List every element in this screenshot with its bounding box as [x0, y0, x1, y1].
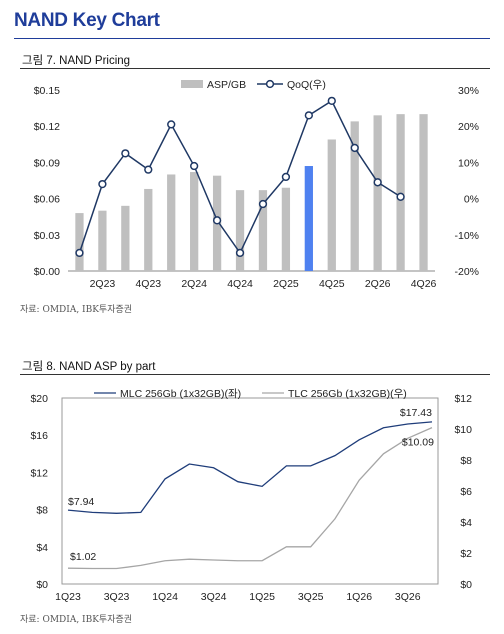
tlc-line: [67, 427, 433, 570]
qoq-point: [75, 248, 84, 258]
qoq-point: [258, 199, 268, 209]
right-axis-tick-label: $6: [460, 486, 472, 498]
qoq-point: [144, 165, 153, 174]
left-axis-tick-label: $0: [36, 579, 48, 591]
left-axis-tick-label: $20: [30, 393, 48, 405]
right-axis-tick-label: $2: [460, 548, 472, 560]
figure-8-source: 자료: OMDIA, IBK투자증권: [20, 615, 133, 625]
qoq-point: [373, 178, 382, 187]
x-tick-label: 3Q23: [104, 591, 130, 603]
right-axis-tick-label: $4: [460, 517, 472, 529]
left-axis-tick-label: $0.03: [34, 230, 60, 242]
asp-bar: [190, 172, 199, 271]
x-tick-label: 2Q25: [273, 278, 299, 290]
left-axis-tick-label: $0.12: [34, 121, 60, 133]
legend-tlc-label: TLC 256Gb (1x32GB)(우): [288, 388, 407, 400]
qoq-point: [121, 149, 130, 158]
asp-bar: [98, 210, 107, 271]
left-axis-tick-label: $0.00: [34, 266, 60, 278]
right-axis-tick-label: 10%: [458, 157, 479, 169]
legend-asp-label: ASP/GB: [207, 79, 246, 91]
x-tick-label: 1Q26: [346, 591, 372, 603]
left-axis-tick-label: $16: [30, 430, 48, 442]
page-title: NAND Key Chart: [14, 10, 160, 31]
mlc-last-data-label: $17.43: [400, 407, 432, 419]
legend-qoq-marker: [265, 79, 275, 89]
title-divider: [14, 38, 490, 39]
asp-bar: [350, 121, 359, 271]
qoq-point: [327, 96, 336, 106]
right-axis-tick-label: 30%: [458, 85, 479, 97]
figure-7-source: 자료: OMDIA, IBK투자증권: [20, 305, 133, 315]
qoq-point: [396, 192, 405, 201]
x-tick-label: 2Q23: [90, 278, 116, 290]
right-axis-tick-label: $8: [460, 455, 472, 467]
left-axis-tick-label: $0.09: [34, 157, 60, 169]
left-axis-tick-label: $12: [30, 467, 48, 479]
mlc-line: [67, 421, 433, 514]
x-tick-label: 4Q26: [411, 278, 437, 290]
asp-bar: [373, 115, 382, 271]
right-axis-tick-label: $0: [460, 579, 472, 591]
legend-asp-swatch: [181, 80, 203, 88]
x-tick-label: 4Q25: [319, 278, 345, 290]
qoq-point: [212, 216, 222, 225]
x-tick-label: 1Q23: [55, 591, 81, 603]
x-tick-label: 3Q26: [395, 591, 421, 603]
tlc-first-data-label: $1.02: [70, 551, 96, 563]
x-tick-label: 4Q23: [135, 278, 161, 290]
right-axis-tick-label: $10: [454, 424, 472, 436]
nand-pricing-chart: $0.00 $0.03 $0.06 $0.09 $0.12 $0.15 -20% -10% 0%…: [34, 79, 479, 290]
qoq-point: [98, 179, 107, 189]
asp-bar: [327, 139, 336, 271]
x-tick-label: 3Q25: [298, 591, 324, 603]
asp-bar: [167, 174, 176, 271]
right-axis-tick-label: 20%: [458, 121, 479, 133]
x-tick-label: 1Q25: [249, 591, 275, 603]
qoq-point: [304, 111, 313, 120]
figure-7-title: 그림 7. NAND Pricing: [22, 55, 131, 67]
mlc-first-data-label: $7.94: [68, 496, 94, 508]
legend-mlc-label: MLC 256Gb (1x32GB)(좌): [120, 388, 241, 400]
left-axis-tick-label: $4: [36, 542, 48, 554]
asp-bar: [144, 188, 153, 271]
right-axis-tick-label: -10%: [454, 230, 479, 242]
x-tick-label: 2Q24: [181, 278, 207, 290]
asp-bar: [396, 114, 405, 271]
asp-bar: [304, 166, 313, 271]
plot-area-frame: [61, 397, 439, 585]
qoq-point: [190, 161, 199, 171]
legend-qoq-label: QoQ(우): [287, 79, 326, 91]
figure-8-divider: [20, 374, 490, 375]
left-axis-tick-label: $0.06: [34, 194, 60, 206]
asp-bar: [258, 190, 268, 271]
qoq-point: [167, 120, 176, 129]
qoq-point: [235, 248, 245, 258]
asp-bar: [281, 187, 291, 271]
figure-7-divider: [20, 68, 490, 69]
tlc-last-data-label: $10.09: [402, 437, 434, 449]
asp-bar: [75, 213, 84, 271]
nand-asp-by-part-chart: $0 $4 $8 $12 $16 $20 $0 $2 $4 $6 $8 $10 $12 1Q23 3Q23 1…: [30, 388, 472, 603]
x-tick-label: 4Q24: [227, 278, 253, 290]
figure-8-title: 그림 8. NAND ASP by part: [22, 361, 156, 373]
right-axis-tick-label: $12: [454, 393, 472, 405]
x-tick-label: 3Q24: [201, 591, 227, 603]
qoq-point: [281, 172, 291, 182]
left-axis-tick-label: $0.15: [34, 85, 60, 97]
qoq-point: [350, 143, 359, 153]
asp-bar: [235, 190, 245, 271]
x-tick-label: 1Q24: [152, 591, 178, 603]
x-tick-label: 2Q26: [365, 278, 391, 290]
left-axis-tick-label: $8: [36, 505, 48, 517]
asp-bar: [121, 205, 130, 271]
asp-bar: [419, 114, 428, 271]
right-axis-tick-label: 0%: [464, 194, 479, 206]
right-axis-tick-label: -20%: [454, 266, 479, 278]
